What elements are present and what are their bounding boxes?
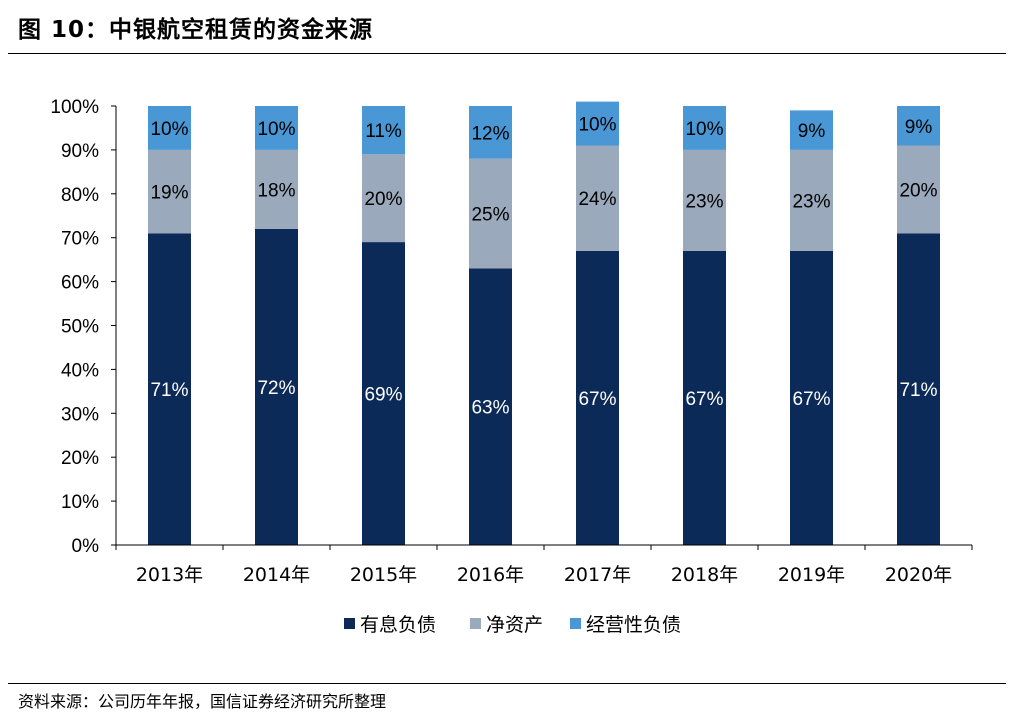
top-divider xyxy=(8,53,1006,54)
bar-segment-经营性负债-2019年 xyxy=(790,110,833,150)
bar-segment-净资产-2016年 xyxy=(469,158,512,269)
bar-segment-有息负债-2015年 xyxy=(362,242,405,545)
y-tick-label: 30% xyxy=(61,404,99,425)
bar-segment-有息负债-2019年 xyxy=(790,250,833,545)
y-tick-label: 20% xyxy=(61,448,99,469)
bar-segment-有息负债-2014年 xyxy=(255,228,298,546)
data-label: 23% xyxy=(792,191,830,212)
legend-label: 净资产 xyxy=(486,614,543,636)
x-tick-label: 2017年 xyxy=(564,564,631,586)
x-tick-label: 2013年 xyxy=(136,564,203,586)
data-label: 71% xyxy=(899,380,937,401)
data-label: 69% xyxy=(364,385,402,406)
bar-segment-有息负债-2017年 xyxy=(576,250,619,545)
bar-segment-经营性负债-2020年 xyxy=(897,106,940,146)
legend-label: 有息负债 xyxy=(360,614,436,636)
x-tick-label: 2016年 xyxy=(457,564,524,586)
data-label: 71% xyxy=(150,380,188,401)
legend: 有息负债 净资产 经营性负债 xyxy=(344,614,681,636)
bar-segment-经营性负债-2016年 xyxy=(469,106,512,159)
data-label: 12% xyxy=(471,123,509,144)
stacked-bar-chart: 71% 19% 10% 72% 18% 10% 69% 20% 11% 63% 25% 12% 67% 2… xyxy=(50,97,973,636)
y-tick-label: 0% xyxy=(72,536,100,557)
data-label: 67% xyxy=(792,389,830,410)
data-label: 20% xyxy=(899,180,937,201)
x-tick-label: 2015年 xyxy=(350,564,417,586)
x-tick-label: 2018年 xyxy=(671,564,738,586)
bar-segment-有息负债-2013年 xyxy=(148,233,191,545)
data-label: 20% xyxy=(364,189,402,210)
legend-swatch-净资产 xyxy=(470,618,481,629)
bar-segment-经营性负债-2015年 xyxy=(362,106,405,155)
x-tick-label: 2020年 xyxy=(885,564,952,586)
bar-segment-有息负债-2018年 xyxy=(683,250,726,545)
bars-layer: 71% 19% 10% 72% 18% 10% 69% 20% 11% 63% 25% 12% 67% 2… xyxy=(148,101,940,546)
y-tick-label: 70% xyxy=(61,229,99,250)
data-label: 23% xyxy=(685,191,723,212)
data-label: 9% xyxy=(905,117,933,138)
data-label: 25% xyxy=(471,205,509,226)
bar-segment-净资产-2013年 xyxy=(148,149,191,234)
bar-segment-有息负债-2016年 xyxy=(469,268,512,545)
data-label: 10% xyxy=(685,119,723,140)
y-tick-label: 90% xyxy=(61,141,99,162)
bottom-divider xyxy=(8,683,1006,684)
bar-segment-经营性负债-2013年 xyxy=(148,106,191,150)
bar-segment-经营性负债-2017年 xyxy=(576,101,619,146)
data-label: 67% xyxy=(685,389,723,410)
chart-title: 图 10：中银航空租赁的资金来源 xyxy=(18,17,374,43)
bar-segment-经营性负债-2018年 xyxy=(683,106,726,150)
data-label: 18% xyxy=(257,180,295,201)
x-tick-label: 2014年 xyxy=(243,564,310,586)
x-tick-label: 2019年 xyxy=(778,564,845,586)
bar-segment-经营性负债-2014年 xyxy=(255,106,298,150)
source-note: 资料来源：公司历年年报，国信证券经济研究所整理 xyxy=(18,692,387,711)
bar-segment-有息负债-2020年 xyxy=(897,233,940,545)
y-tick-label: 100% xyxy=(50,97,99,118)
y-tick-label: 80% xyxy=(61,185,99,206)
bar-segment-净资产-2015年 xyxy=(362,154,405,243)
data-label: 19% xyxy=(150,183,188,204)
bar-segment-净资产-2014年 xyxy=(255,149,298,229)
y-tick-label: 60% xyxy=(61,273,99,294)
y-tick-label: 10% xyxy=(61,492,99,513)
data-label: 9% xyxy=(798,121,826,142)
data-label: 10% xyxy=(257,119,295,140)
legend-swatch-经营性负债 xyxy=(570,618,581,629)
bar-segment-净资产-2020年 xyxy=(897,145,940,234)
bar-segment-净资产-2019年 xyxy=(790,149,833,251)
axes-layer: 0% 10% 20% 30% 40% 50% 60% 70% 80% 90% 100% 2013年 20… xyxy=(50,97,973,586)
data-label: 10% xyxy=(578,115,616,136)
y-tick-label: 50% xyxy=(61,317,99,338)
data-label: 63% xyxy=(471,398,509,419)
data-label: 72% xyxy=(257,378,295,399)
data-label: 67% xyxy=(578,389,616,410)
y-tick-label: 40% xyxy=(61,360,99,381)
legend-label: 经营性负债 xyxy=(586,614,681,636)
bar-segment-净资产-2017年 xyxy=(576,145,619,251)
legend-swatch-有息负债 xyxy=(344,618,355,629)
data-label: 24% xyxy=(578,189,616,210)
bar-segment-净资产-2018年 xyxy=(683,149,726,251)
data-label: 11% xyxy=(365,121,402,142)
data-label: 10% xyxy=(150,119,188,140)
